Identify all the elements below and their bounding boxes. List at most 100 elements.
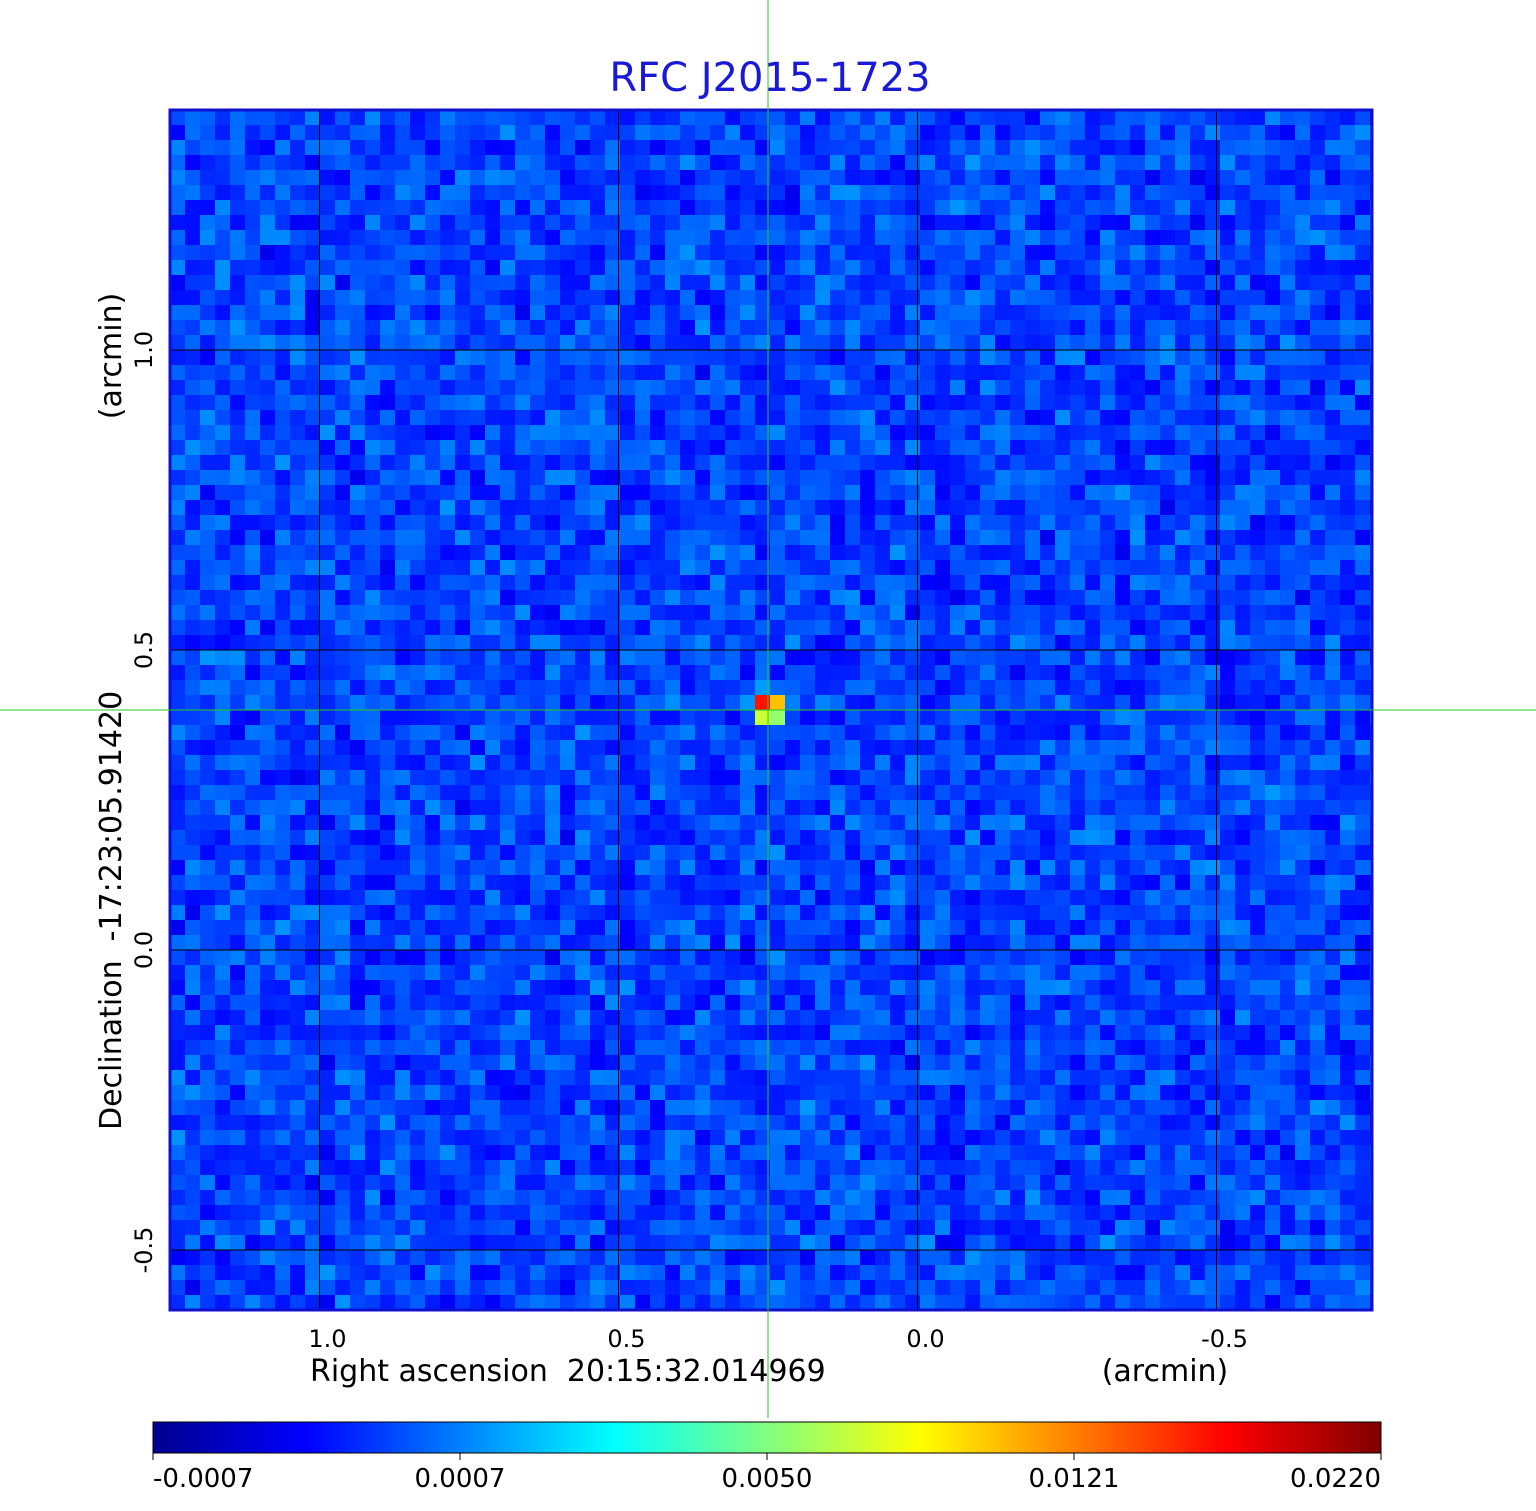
- image-pixel: [410, 740, 426, 756]
- image-pixel: [1220, 845, 1236, 861]
- image-pixel: [605, 515, 621, 531]
- image-pixel: [935, 395, 951, 411]
- image-pixel: [350, 200, 366, 216]
- image-pixel: [860, 650, 876, 666]
- image-pixel: [1175, 995, 1191, 1011]
- image-pixel: [830, 215, 846, 231]
- image-pixel: [1100, 260, 1116, 276]
- image-pixel: [725, 695, 741, 711]
- image-pixel: [920, 1010, 936, 1026]
- image-pixel: [905, 170, 921, 186]
- image-pixel: [410, 515, 426, 531]
- image-pixel: [1070, 1010, 1086, 1026]
- image-pixel: [425, 650, 441, 666]
- image-pixel: [365, 650, 381, 666]
- image-pixel: [485, 800, 501, 816]
- image-pixel: [935, 725, 951, 741]
- image-pixel: [380, 245, 396, 261]
- image-pixel: [290, 395, 306, 411]
- image-pixel: [950, 785, 966, 801]
- image-pixel: [680, 665, 696, 681]
- image-pixel: [830, 320, 846, 336]
- image-pixel: [1280, 935, 1296, 951]
- image-pixel: [1010, 755, 1026, 771]
- image-pixel: [695, 755, 711, 771]
- image-pixel: [650, 545, 666, 561]
- image-pixel: [200, 830, 216, 846]
- image-pixel: [1055, 890, 1071, 906]
- image-pixel: [950, 530, 966, 546]
- image-pixel: [635, 185, 651, 201]
- image-pixel: [620, 755, 636, 771]
- image-pixel: [890, 830, 906, 846]
- image-pixel: [1190, 140, 1206, 156]
- image-pixel: [1190, 1010, 1206, 1026]
- image-pixel: [380, 605, 396, 621]
- image-pixel: [350, 635, 366, 651]
- image-pixel: [575, 770, 591, 786]
- image-pixel: [515, 485, 531, 501]
- image-pixel: [380, 185, 396, 201]
- image-pixel: [575, 950, 591, 966]
- image-pixel: [800, 635, 816, 651]
- image-pixel: [275, 575, 291, 591]
- image-pixel: [1040, 275, 1056, 291]
- image-pixel: [725, 680, 741, 696]
- image-pixel: [1295, 950, 1311, 966]
- image-pixel: [1145, 140, 1161, 156]
- image-pixel: [350, 680, 366, 696]
- image-pixel: [980, 725, 996, 741]
- image-pixel: [1220, 785, 1236, 801]
- image-pixel: [245, 965, 261, 981]
- image-pixel: [1280, 755, 1296, 771]
- image-pixel: [290, 545, 306, 561]
- image-pixel: [950, 230, 966, 246]
- image-pixel: [1145, 485, 1161, 501]
- image-pixel: [980, 380, 996, 396]
- image-pixel: [1220, 695, 1236, 711]
- image-pixel: [335, 410, 351, 426]
- image-pixel: [1160, 845, 1176, 861]
- image-pixel: [1025, 515, 1041, 531]
- image-pixel: [1040, 470, 1056, 486]
- image-pixel: [860, 140, 876, 156]
- image-pixel: [920, 380, 936, 396]
- image-pixel: [650, 965, 666, 981]
- image-pixel: [1325, 425, 1341, 441]
- image-pixel: [440, 650, 456, 666]
- image-pixel: [1010, 560, 1026, 576]
- image-pixel: [1220, 275, 1236, 291]
- image-pixel: [770, 545, 786, 561]
- image-pixel: [1160, 425, 1176, 441]
- image-pixel: [995, 335, 1011, 351]
- image-pixel: [290, 980, 306, 996]
- image-pixel: [320, 785, 336, 801]
- image-pixel: [1205, 170, 1221, 186]
- image-pixel: [1295, 710, 1311, 726]
- image-pixel: [230, 815, 246, 831]
- image-pixel: [1355, 770, 1371, 786]
- image-pixel: [1130, 710, 1146, 726]
- image-pixel: [920, 785, 936, 801]
- image-pixel: [1175, 635, 1191, 651]
- image-pixel: [170, 260, 186, 276]
- image-pixel: [980, 920, 996, 936]
- image-pixel: [245, 380, 261, 396]
- image-pixel: [1190, 200, 1206, 216]
- image-pixel: [1160, 530, 1176, 546]
- image-pixel: [770, 845, 786, 861]
- image-pixel: [335, 275, 351, 291]
- image-pixel: [275, 890, 291, 906]
- image-pixel: [890, 590, 906, 606]
- image-pixel: [275, 485, 291, 501]
- image-pixel: [1295, 680, 1311, 696]
- image-pixel: [770, 620, 786, 636]
- image-pixel: [1145, 920, 1161, 936]
- image-pixel: [1160, 185, 1176, 201]
- image-pixel: [815, 530, 831, 546]
- image-pixel: [905, 140, 921, 156]
- image-pixel: [380, 110, 396, 126]
- image-pixel: [800, 965, 816, 981]
- image-pixel: [560, 665, 576, 681]
- image-pixel: [635, 140, 651, 156]
